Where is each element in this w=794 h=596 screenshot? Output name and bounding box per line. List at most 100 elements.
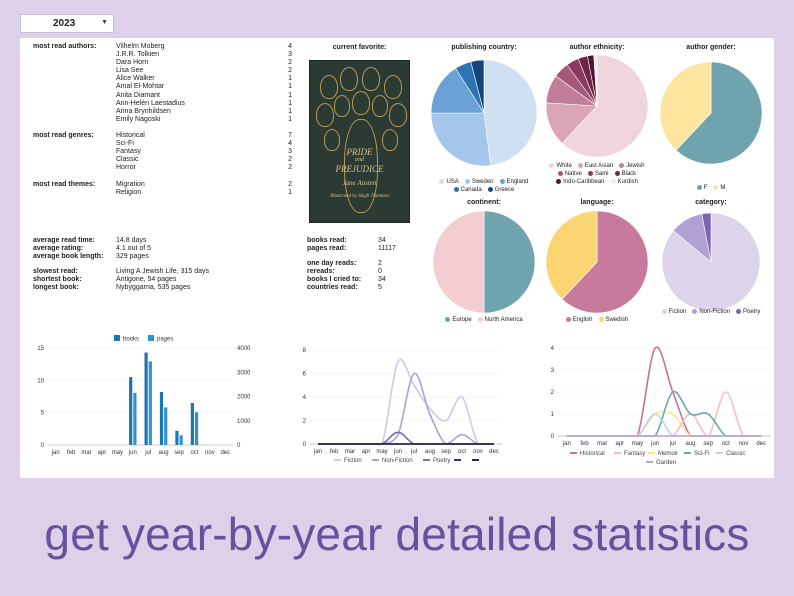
stat-label: pages read:: [307, 245, 347, 252]
legend-label[interactable]: Historical: [580, 451, 605, 457]
bar-pages[interactable]: [179, 435, 183, 445]
legend-item[interactable]: Non-Fiction: [692, 308, 730, 316]
series-line[interactable]: [317, 431, 494, 445]
legend-item[interactable]: Greece: [487, 186, 514, 194]
pie-slice[interactable]: [593, 54, 598, 107]
pie-slice[interactable]: [470, 59, 485, 114]
legend-item[interactable]: Poetry: [736, 308, 760, 316]
list-count: 4: [288, 43, 292, 50]
legend-item[interactable]: M: [713, 184, 725, 192]
legend-item[interactable]: F: [696, 184, 708, 192]
legend-item[interactable]: White: [549, 162, 572, 170]
legend-label[interactable]: Classic: [726, 451, 745, 457]
stat-value: 14.8 days: [116, 237, 147, 244]
pie-title-gender: author gender:: [686, 44, 736, 51]
pie-slice[interactable]: [675, 61, 763, 165]
legend-item[interactable]: USA: [439, 178, 459, 186]
legend-item[interactable]: Native: [557, 170, 582, 178]
legend-item[interactable]: Indo-Caribbean: [556, 178, 605, 186]
favorite-book-cover[interactable]: PRIDE and PREJUDICE Jane Austen Illustra…: [309, 60, 410, 223]
list-count: 4: [288, 140, 292, 148]
legend-label[interactable]: Memoir: [658, 451, 678, 457]
legend-label: Europe: [452, 317, 472, 323]
pie-slice[interactable]: [701, 212, 712, 263]
series-line[interactable]: [566, 413, 762, 437]
legend-label: English: [572, 317, 593, 323]
bar-books[interactable]: [129, 377, 133, 445]
legend-label[interactable]: pages: [157, 337, 173, 343]
legend-swatch: [736, 308, 741, 314]
legend-swatch: [499, 178, 505, 184]
x-tick-label: nov: [205, 450, 215, 456]
legend-item[interactable]: Sweden: [464, 178, 494, 186]
legend-item[interactable]: Europe: [445, 316, 472, 324]
legend-label[interactable]: Garden: [656, 460, 676, 466]
y2-tick-label: 3000: [237, 370, 251, 376]
legend-label: Non-Fiction: [699, 309, 730, 315]
legend-item[interactable]: Swedish: [598, 316, 628, 324]
x-tick-label: mar: [597, 441, 607, 447]
x-tick-label: nov: [739, 441, 749, 447]
legend-item[interactable]: Canada: [453, 186, 482, 194]
bar-pages[interactable]: [133, 392, 137, 445]
bar-books[interactable]: [190, 402, 194, 445]
legend-label[interactable]: Sci-Fi: [694, 451, 709, 457]
legend-label[interactable]: Fiction: [344, 458, 362, 464]
bar-pages[interactable]: [148, 361, 152, 445]
pie-slice[interactable]: [483, 59, 538, 166]
legend-item[interactable]: England: [499, 178, 529, 186]
legend-item[interactable]: Sami: [587, 170, 609, 178]
pie-slice[interactable]: [545, 210, 598, 300]
y-tick-label: 4: [551, 346, 555, 352]
legend-item[interactable]: Jewish: [619, 162, 645, 170]
pie-slice[interactable]: [561, 54, 649, 158]
legend-swatch: [619, 162, 625, 168]
list-count: 1: [288, 115, 292, 123]
legend-swatch: [684, 452, 691, 454]
stat-value: 34: [378, 276, 386, 283]
bar-books[interactable]: [144, 352, 148, 445]
pie-slice[interactable]: [430, 112, 491, 167]
legend-label[interactable]: books: [123, 337, 139, 343]
legend-label: North America: [484, 317, 523, 323]
x-tick-label: jan: [313, 449, 322, 455]
list-item: Religion: [116, 189, 142, 197]
legend-label: F: [703, 185, 708, 191]
x-tick-label: jun: [128, 450, 137, 456]
y-tick-label: 8: [303, 348, 307, 354]
bar-pages[interactable]: [164, 407, 168, 445]
legend-item[interactable]: North America: [477, 316, 523, 324]
pie-slice[interactable]: [561, 210, 649, 314]
x-tick-label: oct: [458, 449, 466, 455]
pie-slice[interactable]: [483, 210, 536, 314]
pie-category: [661, 212, 761, 312]
legend-label: Poetry: [743, 309, 761, 315]
legend-item[interactable]: Black: [614, 170, 636, 178]
legend-item[interactable]: English: [565, 316, 593, 324]
genre-trend-chart: 0 1 2 3 4 jan feb mar apr may jun jul aug sep oct nov de…: [551, 346, 770, 466]
legend-swatch: [549, 162, 555, 168]
bar-books[interactable]: [175, 430, 179, 445]
legend-swatch: [696, 184, 702, 190]
pie-slice[interactable]: [659, 61, 712, 151]
legend-label[interactable]: Non-Fiction: [382, 458, 413, 464]
bar-books[interactable]: [159, 391, 164, 445]
legend-item[interactable]: Fiction: [661, 308, 686, 316]
y-tick-label: 0: [41, 443, 45, 449]
authors-list: Vilhelm Moberg J.R.R. Tolkien Dara Horn Lis…: [116, 43, 185, 124]
list-item: Dara Horn: [116, 59, 149, 67]
pie-slice[interactable]: [432, 210, 485, 314]
pie-slice[interactable]: [430, 67, 485, 114]
bar-pages[interactable]: [194, 412, 199, 445]
legend-label[interactable]: Fantasy: [624, 451, 645, 457]
y-tick-label: 2: [303, 419, 307, 425]
legend-item[interactable]: East Asian: [577, 162, 613, 170]
list-item: Vilhelm Moberg: [116, 43, 165, 50]
legend-label[interactable]: Poetry: [433, 458, 450, 464]
year-select[interactable]: 2023 ▼: [20, 14, 114, 33]
legend-swatch: [114, 335, 120, 341]
legend-item[interactable]: Kurdish: [610, 178, 638, 186]
stat-label: one day reads:: [307, 260, 357, 267]
legend-swatch: [372, 459, 379, 461]
